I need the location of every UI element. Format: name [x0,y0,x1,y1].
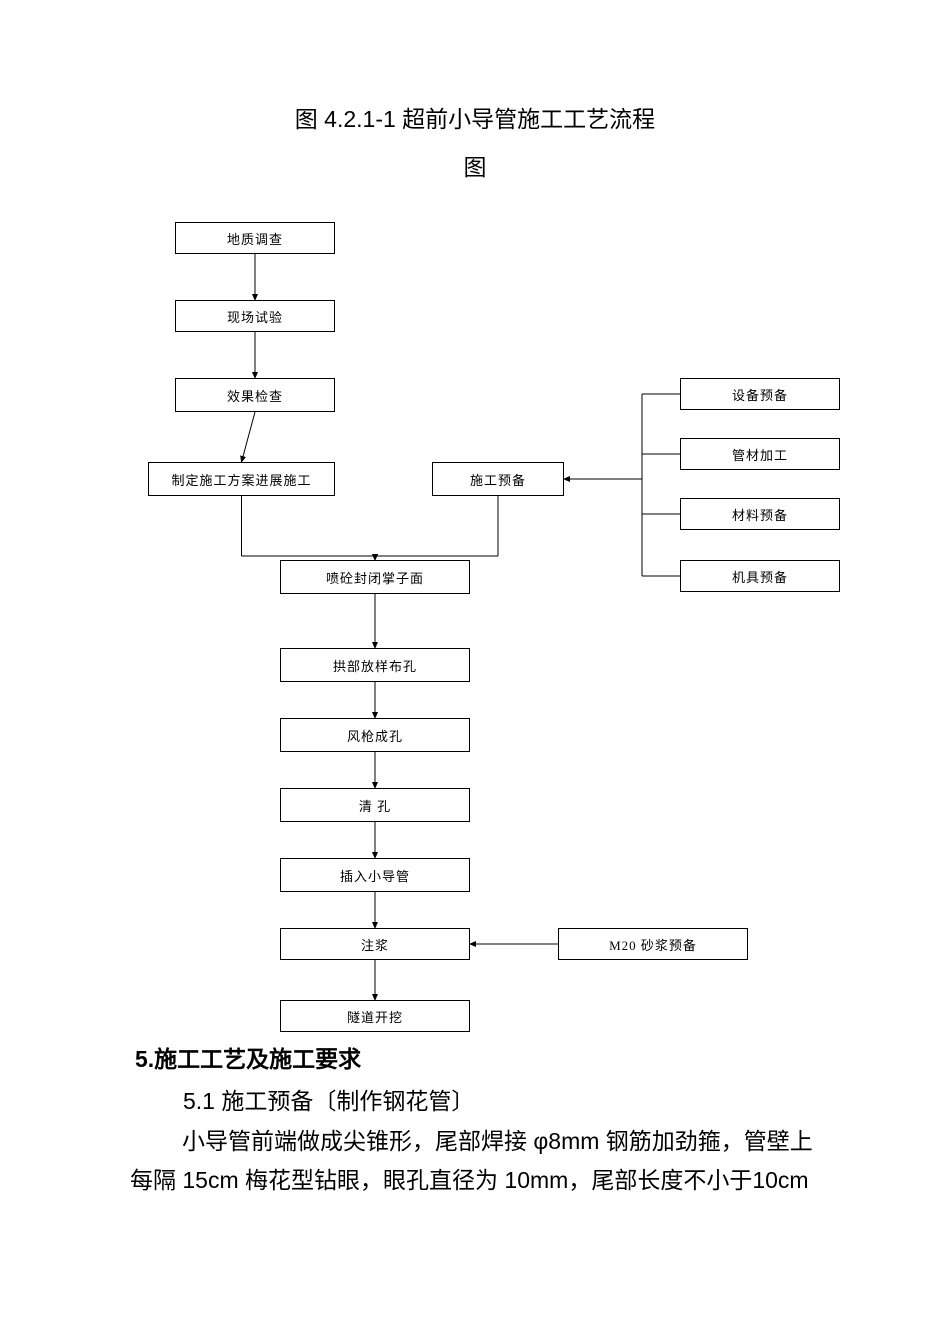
flow-node-prep: 施工预备 [432,462,564,496]
flow-node-m20: M20 砂浆预备 [558,928,748,960]
flow-node-mat: 材料预备 [680,498,840,530]
flow-node-insert: 插入小导管 [280,858,470,892]
paragraph-5-1-body: 小导管前端做成尖锥形，尾部焊接 φ8mm 钢筋加劲箍，管壁上每隔 15cm 梅花… [130,1122,830,1200]
flow-node-equip: 设备预备 [680,378,840,410]
figure-title-line2: 图 [0,148,950,182]
flow-node-shot: 喷砼封闭掌子面 [280,560,470,594]
flow-node-clean: 清 孔 [280,788,470,822]
flow-node-plan: 制定施工方案进展施工 [148,462,335,496]
flow-node-grout: 注浆 [280,928,470,960]
flow-node-check: 效果检查 [175,378,335,412]
figure-title-line1: 图 4.2.1-1 超前小导管施工工艺流程 [0,100,950,134]
flow-node-layout: 拱部放样布孔 [280,648,470,682]
section-heading-5: 5.施工工艺及施工要求 [135,1040,361,1079]
flow-node-pipe: 管材加工 [680,438,840,470]
flow-node-excav: 隧道开挖 [280,1000,470,1032]
flow-node-tool: 机具预备 [680,560,840,592]
paragraph-5-1-title: 5.1 施工预备〔制作钢花管〕 [183,1082,474,1121]
flow-node-test: 现场试验 [175,300,335,332]
flow-node-geo: 地质调查 [175,222,335,254]
flow-node-drill: 风枪成孔 [280,718,470,752]
